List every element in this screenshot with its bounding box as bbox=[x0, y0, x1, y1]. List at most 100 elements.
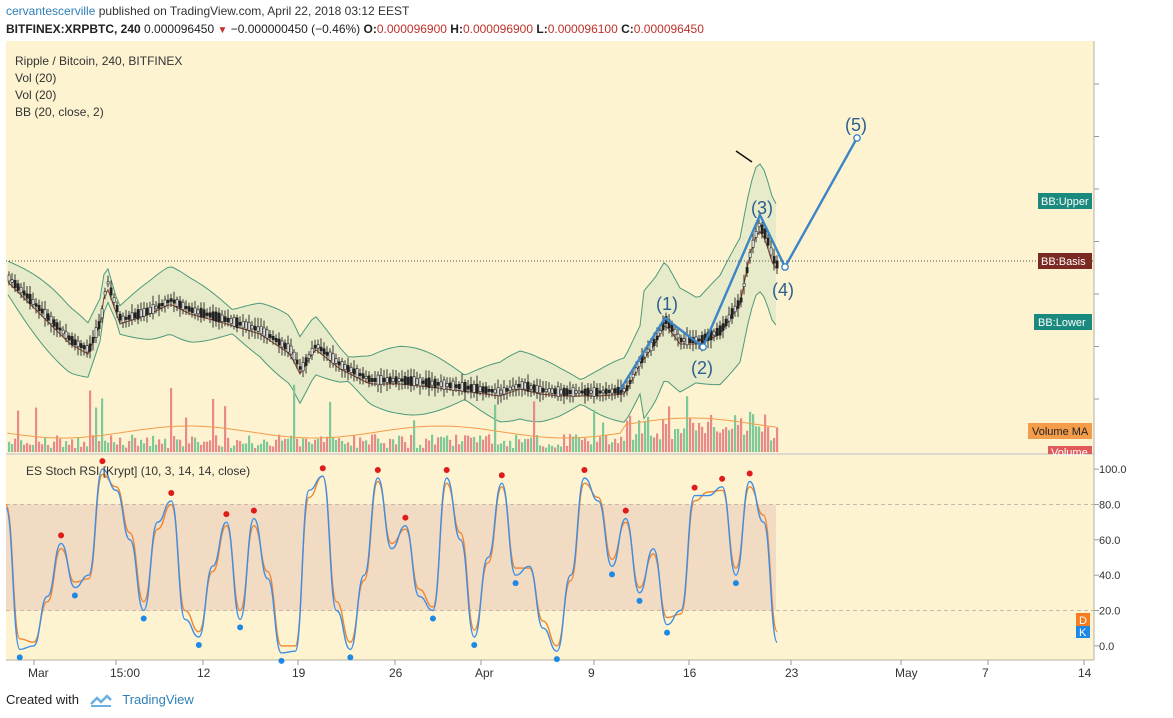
volume-bar bbox=[296, 438, 299, 452]
candle-body bbox=[364, 376, 368, 379]
volume-bar bbox=[755, 426, 758, 452]
candle-body bbox=[544, 388, 548, 393]
volume-bar bbox=[629, 415, 632, 452]
volume-bar bbox=[689, 417, 692, 452]
oversold-dot bbox=[471, 642, 478, 649]
k-badge: K bbox=[1076, 626, 1090, 639]
volume-bar bbox=[683, 428, 686, 452]
candle-body bbox=[151, 304, 155, 314]
x-tick-label: 15:00 bbox=[110, 666, 140, 680]
candle-body bbox=[415, 378, 419, 385]
candle-body bbox=[292, 351, 296, 361]
low-value: 0.000096100 bbox=[547, 22, 618, 36]
candle-body bbox=[460, 382, 464, 392]
volume-bar bbox=[587, 441, 590, 452]
volume-bar bbox=[422, 447, 425, 452]
candle-body bbox=[502, 387, 506, 395]
legend-title: Ripple / Bitcoin, 240, BITFINEX bbox=[15, 54, 182, 68]
volume-bar bbox=[614, 438, 617, 452]
volume-bar bbox=[602, 422, 605, 452]
volume-bar bbox=[143, 443, 146, 452]
tradingview-link[interactable]: TradingView bbox=[122, 692, 194, 707]
volume-bar bbox=[605, 435, 608, 452]
volume-bar bbox=[581, 439, 584, 452]
volume-bar bbox=[536, 435, 539, 452]
candle-body bbox=[775, 260, 779, 269]
candle-body bbox=[529, 385, 533, 390]
volume-bar bbox=[215, 435, 218, 452]
candle-body bbox=[598, 390, 602, 394]
candle-body bbox=[133, 312, 137, 319]
wave-node bbox=[699, 343, 707, 351]
volume-bar bbox=[116, 444, 119, 452]
candle-body bbox=[25, 293, 29, 299]
y-tick-label: 40.0 bbox=[1099, 570, 1120, 582]
candle-body bbox=[13, 280, 17, 288]
volume-bar bbox=[497, 444, 500, 452]
volume-bar bbox=[290, 435, 293, 452]
candle-body bbox=[676, 333, 680, 339]
candle-body bbox=[346, 365, 350, 372]
author-link[interactable]: cervantescerville bbox=[6, 4, 96, 18]
volume-bar bbox=[20, 440, 23, 452]
candle-body bbox=[457, 384, 461, 389]
candle-body bbox=[49, 315, 53, 325]
volume-bar bbox=[155, 444, 158, 452]
candle-body bbox=[223, 316, 227, 323]
candle-body bbox=[613, 388, 617, 394]
volume-bar bbox=[674, 428, 677, 452]
candle-body bbox=[385, 377, 389, 383]
candle-body bbox=[712, 331, 716, 336]
candle-body bbox=[61, 329, 65, 335]
volume-bar bbox=[41, 444, 44, 452]
volume-bar bbox=[68, 444, 71, 452]
candle-body bbox=[208, 312, 212, 318]
oversold-dot bbox=[278, 657, 285, 664]
volume-bar bbox=[140, 439, 143, 452]
volume-bar bbox=[179, 439, 182, 452]
publish-info: published on TradingView.com, April 22, … bbox=[98, 4, 410, 18]
candle-body bbox=[508, 386, 512, 391]
candle-body bbox=[442, 379, 446, 390]
candle-body bbox=[64, 331, 68, 339]
volume-bar bbox=[146, 437, 149, 452]
candle-body bbox=[577, 390, 581, 394]
svg-text:BB:Upper: BB:Upper bbox=[1041, 196, 1089, 208]
volume-bar bbox=[29, 444, 32, 452]
volume-bar bbox=[32, 444, 35, 452]
volume-bar bbox=[467, 435, 470, 452]
candle-body bbox=[427, 377, 431, 389]
candle-body bbox=[634, 367, 638, 373]
candle-body bbox=[541, 387, 545, 393]
candle-body bbox=[391, 377, 395, 383]
oversold-dot bbox=[636, 597, 643, 604]
candle-body bbox=[82, 345, 86, 350]
volume-bar bbox=[737, 424, 740, 452]
candle-body bbox=[526, 381, 530, 392]
volume-bar bbox=[149, 446, 152, 452]
volume-bar bbox=[353, 434, 356, 452]
candle-body bbox=[469, 384, 473, 392]
volume-bar bbox=[245, 443, 248, 452]
bb-lower-tag: BB:Lower bbox=[1034, 314, 1092, 330]
volume-bar bbox=[578, 437, 581, 452]
bb-lower-line bbox=[7, 290, 777, 423]
candle-body bbox=[370, 378, 374, 382]
volume-bar bbox=[191, 436, 194, 452]
volume-bar bbox=[416, 447, 419, 452]
x-tick-label: 26 bbox=[389, 666, 403, 680]
volume-bar bbox=[209, 440, 212, 452]
bb-upper-line bbox=[7, 163, 777, 380]
volume-bar bbox=[107, 442, 110, 452]
candle-body bbox=[727, 314, 731, 322]
volume-bar bbox=[254, 447, 257, 452]
candle-body bbox=[715, 328, 719, 336]
volume-bar bbox=[137, 445, 140, 452]
overbought-dot bbox=[58, 532, 65, 539]
volume-bar bbox=[86, 446, 89, 452]
overbought-dot bbox=[746, 470, 753, 477]
volume-bar bbox=[701, 426, 704, 452]
bb-upper-tag: BB:Upper bbox=[1038, 193, 1092, 209]
volume-bar bbox=[260, 443, 263, 452]
